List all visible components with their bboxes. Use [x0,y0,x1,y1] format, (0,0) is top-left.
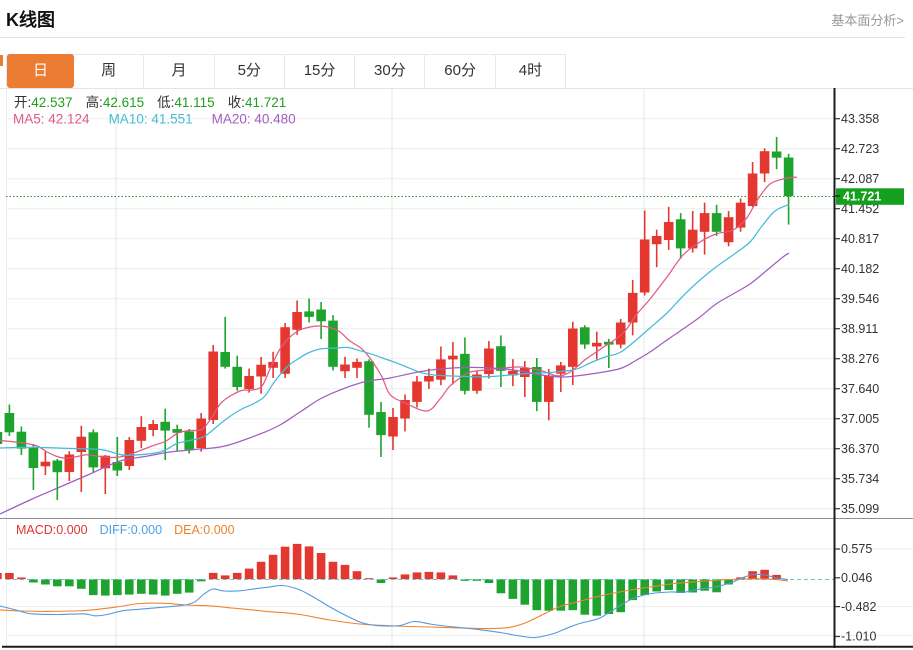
svg-text:40.817: 40.817 [841,232,879,246]
svg-text:-1.010: -1.010 [841,630,876,644]
svg-text:42.723: 42.723 [841,142,879,156]
svg-text:0.046: 0.046 [841,571,872,585]
svg-text:37.005: 37.005 [841,412,879,426]
svg-text:41.452: 41.452 [841,202,879,216]
svg-text:-0.482: -0.482 [841,600,876,614]
svg-text:42.087: 42.087 [841,172,879,186]
svg-text:40.182: 40.182 [841,262,879,276]
svg-text:36.370: 36.370 [841,442,879,456]
svg-text:43.358: 43.358 [841,112,879,126]
svg-text:38.911: 38.911 [841,322,878,336]
svg-text:39.546: 39.546 [841,292,879,306]
svg-text:0.575: 0.575 [841,542,872,556]
svg-text:37.640: 37.640 [841,382,879,396]
svg-text:38.276: 38.276 [841,352,879,366]
svg-text:35.734: 35.734 [841,472,879,486]
svg-text:35.099: 35.099 [841,502,879,516]
svg-text:41.721: 41.721 [843,190,881,204]
